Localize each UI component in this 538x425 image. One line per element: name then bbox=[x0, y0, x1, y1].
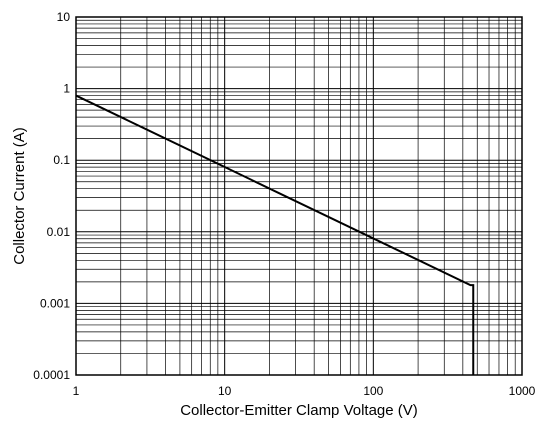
x-tick-label: 10 bbox=[218, 384, 232, 398]
x-axis-label: Collector-Emitter Clamp Voltage (V) bbox=[180, 402, 418, 419]
x-tick-label: 1 bbox=[73, 384, 80, 398]
y-tick-label: 0.01 bbox=[47, 225, 71, 239]
y-tick-label: 0.001 bbox=[40, 296, 70, 310]
x-tick-labels: 1 10 100 1000 bbox=[73, 384, 536, 398]
plot-frame bbox=[75, 16, 523, 376]
series-line bbox=[75, 94, 475, 375]
y-tick-label: 0.0001 bbox=[33, 368, 70, 382]
y-axis-label: Collector Current (A) bbox=[11, 127, 28, 265]
grid bbox=[75, 17, 522, 376]
x-tick-label: 100 bbox=[363, 384, 383, 398]
y-tick-labels: 0.0001 0.001 0.01 0.1 1 10 bbox=[33, 10, 70, 382]
series-layer bbox=[75, 94, 475, 375]
y-tick-label: 0.1 bbox=[53, 153, 70, 167]
y-tick-label: 1 bbox=[63, 82, 70, 96]
y-tick-label: 10 bbox=[57, 10, 71, 24]
x-tick-label: 1000 bbox=[509, 384, 536, 398]
